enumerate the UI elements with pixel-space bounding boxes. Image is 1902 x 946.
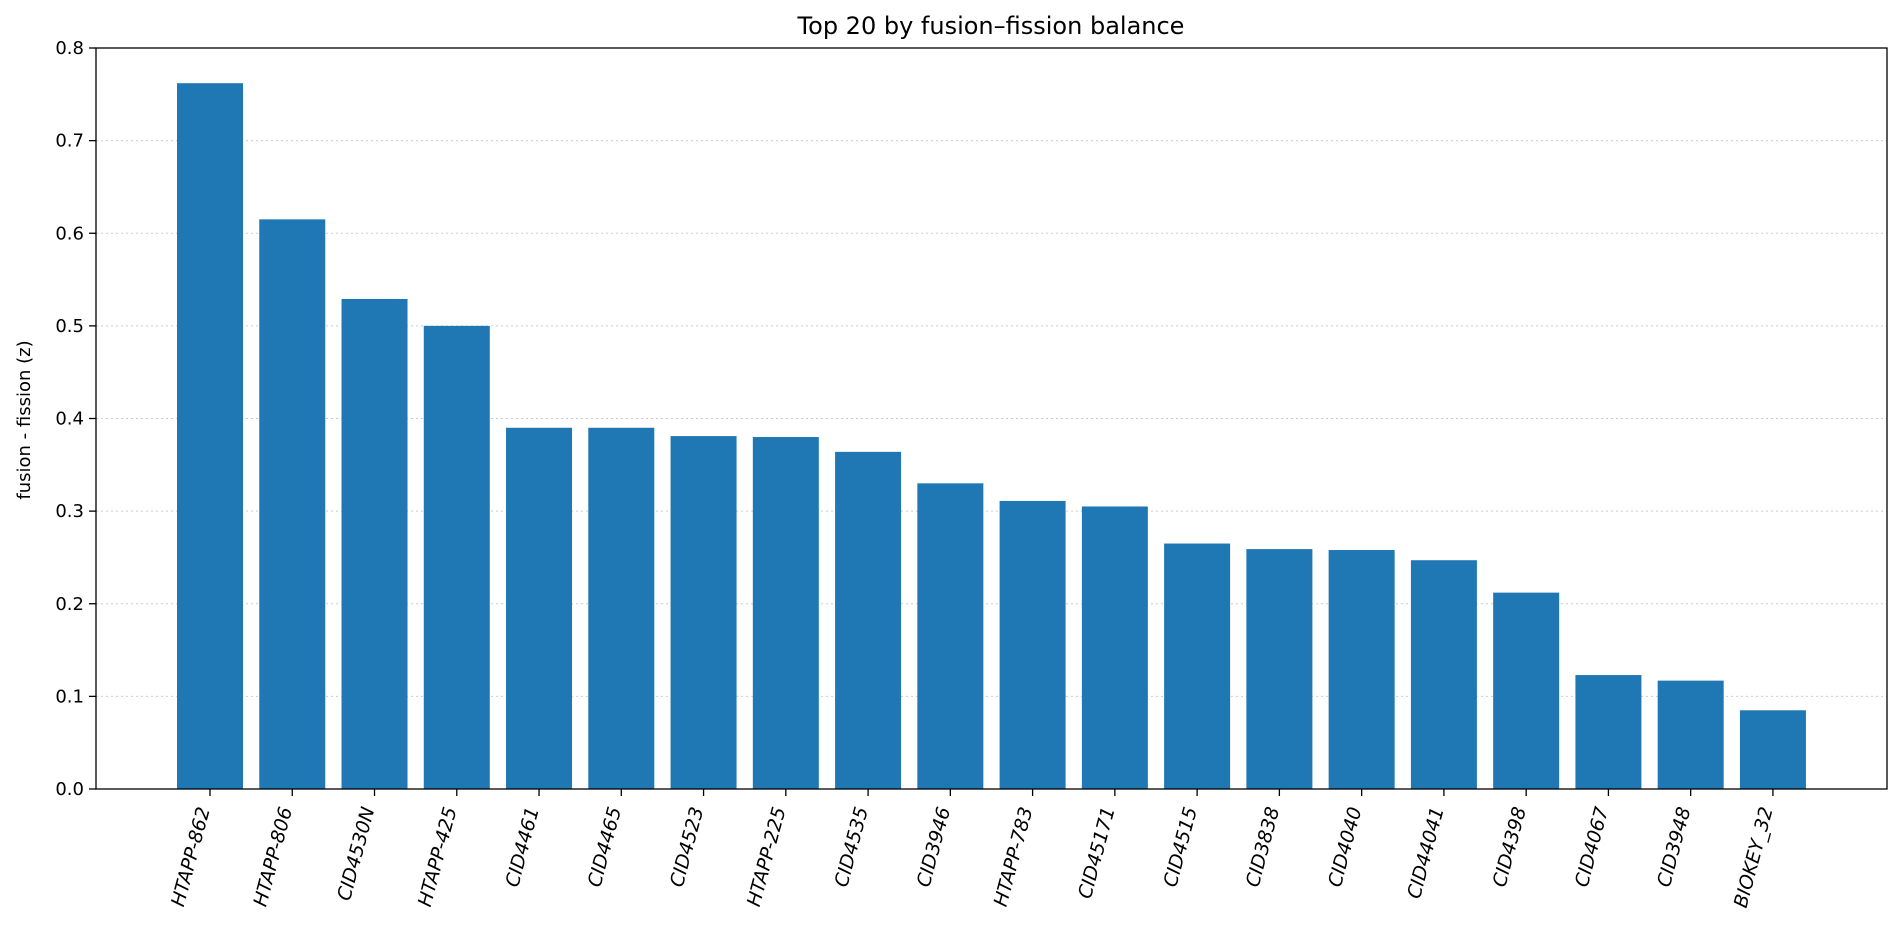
x-tick-label: CID4040 <box>1324 805 1366 890</box>
x-tick-label: CID4465 <box>584 805 626 890</box>
y-tick-label: 0.8 <box>55 38 84 59</box>
gridlines <box>96 140 1887 697</box>
y-tick-label: 0.0 <box>55 779 84 800</box>
bar-htapp-783 <box>999 500 1066 789</box>
x-tick-label: HTAPP-806 <box>249 805 297 909</box>
y-tick-label: 0.3 <box>55 501 84 522</box>
bar-htapp-862 <box>177 83 243 789</box>
bar-cid45171 <box>1081 506 1148 789</box>
bar-cid4040 <box>1328 550 1395 789</box>
x-tick-label: CID4398 <box>1489 805 1531 890</box>
bar-cid4461 <box>506 427 573 789</box>
bar-cid4530n <box>341 299 408 789</box>
x-tick-label: CID4535 <box>830 805 872 890</box>
bar-cid4523 <box>670 436 737 789</box>
bar-cid3946 <box>917 483 984 789</box>
bar-cid4535 <box>835 451 902 789</box>
y-tick-label: 0.4 <box>55 409 84 430</box>
y-tick-label: 0.7 <box>55 131 84 152</box>
x-tick-label: CID3838 <box>1242 805 1284 890</box>
y-tick-label: 0.6 <box>55 223 84 244</box>
bar-htapp-225 <box>752 437 819 789</box>
x-tick-label: CID45171 <box>1074 805 1120 901</box>
x-tick-label: HTAPP-225 <box>743 805 791 909</box>
bar-cid44041 <box>1410 560 1477 789</box>
y-axis-label: fusion - fission (z) <box>14 340 35 499</box>
bar-htapp-806 <box>259 219 326 789</box>
bar-cid3838 <box>1246 549 1313 789</box>
bar-htapp-425 <box>423 325 490 789</box>
bars <box>177 83 1806 789</box>
x-tick-label: BIOKEY_32 <box>1730 805 1778 911</box>
y-tick-label: 0.1 <box>55 686 84 707</box>
bar-cid4398 <box>1493 592 1560 789</box>
y-tick-label: 0.5 <box>55 316 84 337</box>
x-tick-label: CID44041 <box>1403 805 1449 901</box>
bar-cid4465 <box>588 427 655 789</box>
bar-cid4067 <box>1575 675 1642 789</box>
bar-biokey-32 <box>1739 710 1806 789</box>
x-tick-label: CID4523 <box>666 805 708 890</box>
x-tick-label: HTAPP-783 <box>990 805 1038 909</box>
x-tick-label: CID4530N <box>333 805 379 903</box>
bar-cid4515 <box>1164 543 1231 789</box>
x-tick-label: CID3948 <box>1653 805 1695 890</box>
x-tick-label: CID3946 <box>913 805 955 890</box>
x-tick-label: CID4515 <box>1160 805 1202 890</box>
x-tick-label: HTAPP-425 <box>414 805 462 909</box>
plot-frame <box>95 47 1888 790</box>
x-tick-label: CID4461 <box>501 805 543 890</box>
y-tick-label: 0.2 <box>55 594 84 615</box>
chart-title: Top 20 by fusion–fission balance <box>797 12 1185 40</box>
x-tick-label: HTAPP-862 <box>167 805 215 909</box>
x-tick-label: CID4067 <box>1571 805 1613 890</box>
bar-cid3948 <box>1657 680 1724 789</box>
